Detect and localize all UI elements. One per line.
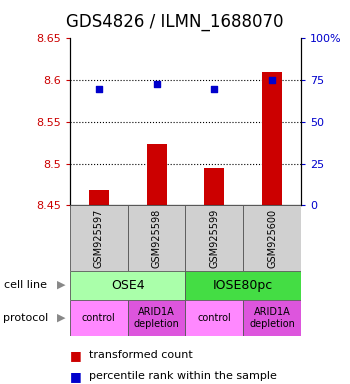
Text: transformed count: transformed count (89, 350, 193, 360)
Point (269, 77, 275, 83)
Text: GSM925599: GSM925599 (209, 209, 219, 268)
Text: IOSE80pc: IOSE80pc (213, 279, 273, 291)
Bar (89, 190, 109, 205)
Bar (70, 271, 186, 300)
Text: ▶: ▶ (57, 313, 65, 323)
Text: GSM925597: GSM925597 (94, 209, 104, 268)
Bar (186, 205, 243, 271)
Text: control: control (82, 313, 116, 323)
Text: GSM925598: GSM925598 (152, 209, 162, 268)
Text: GDS4826 / ILMN_1688070: GDS4826 / ILMN_1688070 (66, 13, 284, 31)
Bar (262, 72, 282, 205)
Bar (186, 300, 243, 336)
Point (96, 85, 101, 91)
Text: ▶: ▶ (57, 280, 65, 290)
Bar (186, 271, 301, 300)
Bar (243, 300, 301, 336)
Text: cell line: cell line (4, 280, 47, 290)
Text: ARID1A
depletion: ARID1A depletion (249, 307, 295, 329)
Bar (147, 144, 167, 205)
Bar (243, 205, 301, 271)
Bar (204, 168, 224, 205)
Bar (70, 205, 128, 271)
Point (211, 85, 217, 91)
Bar (70, 300, 128, 336)
Bar (128, 300, 186, 336)
Text: ■: ■ (70, 370, 82, 383)
Text: percentile rank within the sample: percentile rank within the sample (89, 371, 277, 381)
Text: OSE4: OSE4 (111, 279, 145, 291)
Text: control: control (197, 313, 231, 323)
Text: protocol: protocol (4, 313, 49, 323)
Bar (128, 205, 186, 271)
Point (154, 80, 160, 86)
Text: GSM925600: GSM925600 (267, 209, 277, 268)
Text: ■: ■ (70, 349, 82, 362)
Text: ARID1A
depletion: ARID1A depletion (134, 307, 180, 329)
